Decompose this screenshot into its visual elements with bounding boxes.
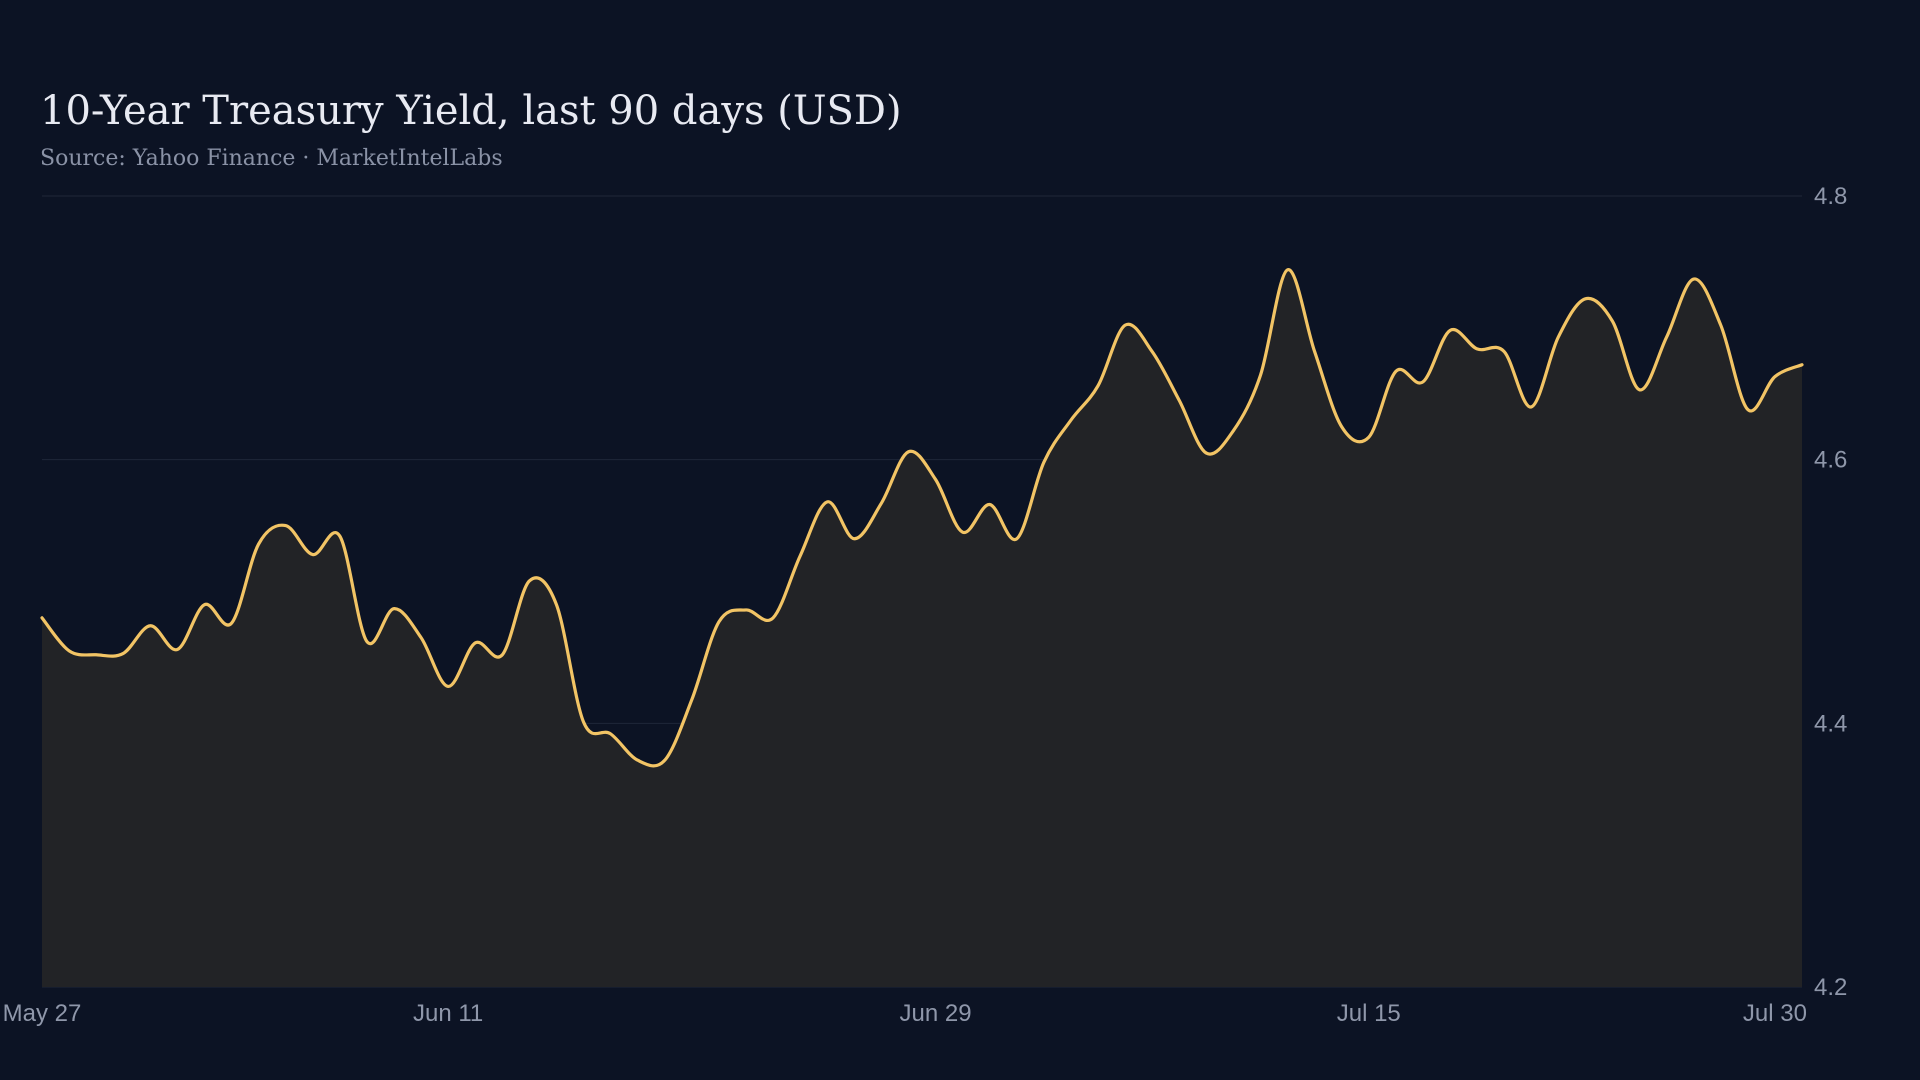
x-tick-label: Jun 29 xyxy=(900,1000,972,1027)
y-tick-label: 4.2 xyxy=(1814,974,1847,1001)
y-tick-label: 4.6 xyxy=(1814,447,1847,474)
series-area-fill xyxy=(42,269,1802,987)
x-tick-label: Jul 30 xyxy=(1743,1000,1807,1027)
series-line xyxy=(40,268,1804,768)
x-tick-label: Jun 11 xyxy=(413,1000,483,1027)
y-tick-label: 4.4 xyxy=(1814,710,1847,737)
y-tick-label: 4.8 xyxy=(1814,183,1847,210)
chart-subtitle: Source: Yahoo Finance · MarketIntelLabs xyxy=(40,146,503,171)
x-tick-label: Jul 15 xyxy=(1337,1000,1401,1027)
x-tick-label: May 27 xyxy=(3,1000,82,1027)
chart-title: 10-Year Treasury Yield, last 90 days (US… xyxy=(40,88,902,134)
series-layer xyxy=(40,268,1804,987)
y-axis: 4.2 4.4 4.6 4.8 xyxy=(1814,183,1847,1001)
